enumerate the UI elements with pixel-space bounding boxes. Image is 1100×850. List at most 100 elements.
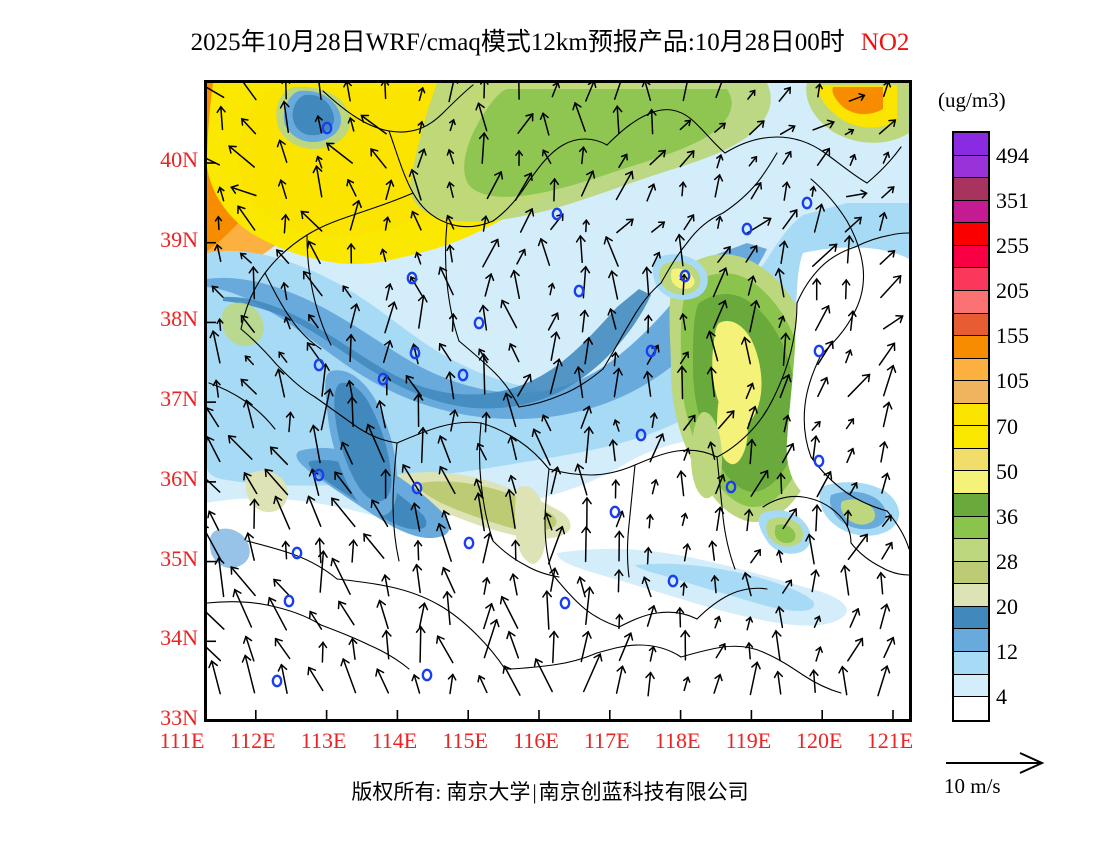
wind-vector (517, 373, 532, 397)
station-marker[interactable] (679, 269, 691, 283)
wind-vector (881, 514, 892, 527)
wind-vector (648, 645, 657, 662)
station-marker[interactable] (463, 536, 475, 550)
wind-vector (745, 641, 754, 660)
lon-tick-116E: 116E (513, 728, 559, 753)
wind-vector (446, 148, 455, 165)
wind-vector (612, 419, 620, 432)
wind-vector (380, 83, 390, 100)
station-marker[interactable] (573, 284, 585, 298)
wind-vector (549, 567, 559, 592)
colorbar-band-8 (954, 313, 988, 337)
station-marker[interactable] (313, 468, 325, 482)
wind-vector (283, 316, 291, 330)
station-marker[interactable] (635, 428, 647, 442)
wind-vector (274, 637, 291, 660)
wind-vector (276, 139, 288, 163)
wind-vector (208, 659, 221, 695)
wind-vector (411, 673, 421, 694)
station-marker[interactable] (559, 596, 571, 610)
station-marker[interactable] (457, 368, 469, 382)
wind-vector (330, 557, 351, 595)
wind-vector (370, 148, 387, 169)
station-marker[interactable] (406, 271, 418, 285)
wind-vector (385, 179, 395, 201)
station-marker[interactable] (725, 480, 737, 494)
wind-vector (547, 525, 566, 565)
wind-vector (370, 499, 389, 528)
station-marker[interactable] (473, 316, 485, 330)
map-plot-area[interactable] (204, 80, 912, 722)
wind-vector (707, 441, 716, 460)
colorbar[interactable] (952, 131, 990, 722)
station-marker[interactable] (421, 668, 433, 682)
station-marker[interactable] (291, 546, 303, 560)
wind-vector (317, 550, 328, 593)
wind-vector (882, 364, 897, 397)
wind-vector (614, 568, 624, 593)
wind-vector (778, 86, 791, 102)
station-marker[interactable] (313, 358, 325, 372)
colorbar-tick-50: 50 (996, 458, 1018, 484)
wind-vector (320, 388, 334, 431)
wind-vector (650, 412, 658, 429)
wind-vector (507, 435, 518, 461)
wind-vector (249, 498, 260, 529)
station-marker[interactable] (813, 454, 825, 468)
colorbar-band-11 (954, 381, 988, 404)
lat-tick-35N: 35N (160, 545, 198, 571)
wind-vector (680, 629, 691, 661)
wind-vector (385, 282, 394, 301)
station-marker[interactable] (271, 674, 283, 688)
wind-vector (812, 119, 835, 131)
station-marker[interactable] (321, 121, 333, 135)
wind-vector (437, 435, 451, 464)
wind-vector (616, 218, 634, 234)
colorbar-unit-label: (ug/m3) (938, 88, 1006, 112)
station-marker[interactable] (551, 207, 563, 221)
station-marker[interactable] (813, 344, 825, 358)
wind-vector (714, 615, 722, 629)
wind-vector (214, 243, 223, 263)
wind-vector (325, 142, 354, 164)
wind-vector (582, 218, 590, 233)
colorbar-band-14 (954, 448, 988, 472)
wind-vector (240, 314, 255, 333)
wind-vector (750, 181, 763, 200)
station-marker[interactable] (609, 505, 621, 519)
station-marker[interactable] (667, 574, 679, 588)
wind-vector (882, 83, 892, 98)
wind-vector (342, 285, 352, 298)
station-marker[interactable] (801, 196, 813, 210)
station-marker[interactable] (377, 372, 389, 386)
station-marker-layer (271, 121, 825, 688)
boundary-layer (207, 84, 909, 694)
wind-vector (581, 525, 592, 563)
wind-vector-layer (207, 83, 904, 697)
wind-vector (280, 281, 289, 301)
wind-vector (383, 216, 391, 231)
colorbar-band-15 (954, 471, 988, 494)
station-marker[interactable] (645, 344, 657, 358)
wind-vector (448, 83, 459, 103)
wind-vector (473, 478, 484, 498)
wind-vector (381, 573, 391, 597)
wind-vector (273, 495, 291, 530)
wind-vector (576, 575, 586, 598)
wind-vector (843, 509, 852, 528)
wind-vector (413, 539, 423, 561)
station-marker[interactable] (411, 481, 423, 495)
wind-vector (679, 181, 687, 197)
wind-vector (438, 465, 456, 495)
wind-vector (749, 299, 761, 333)
station-marker[interactable] (741, 222, 753, 236)
wind-vector (680, 581, 688, 596)
wind-vector (780, 332, 791, 367)
wind-vector (239, 252, 252, 264)
wind-vector (314, 114, 323, 134)
station-marker[interactable] (283, 594, 295, 608)
station-marker[interactable] (409, 346, 421, 360)
wind-vector (514, 172, 533, 201)
wind-vector (646, 604, 657, 627)
wind-vector (779, 373, 792, 399)
